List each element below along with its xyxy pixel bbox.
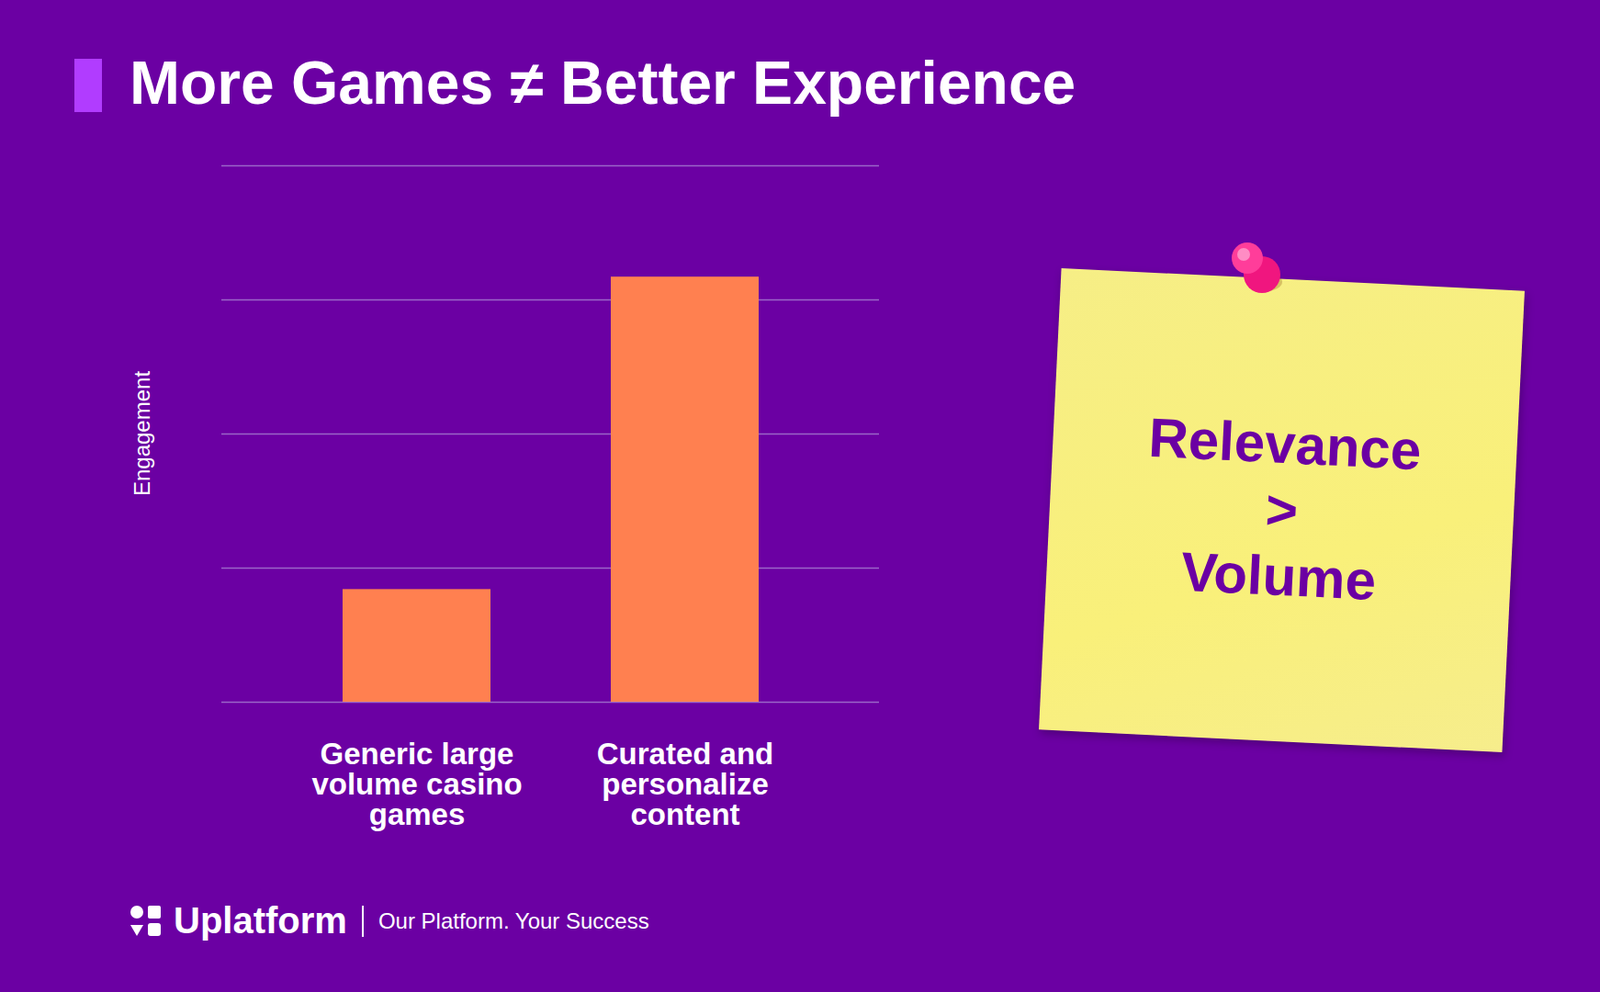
html-text:Engagement: Engagement (129, 370, 155, 497)
html-text:More Games ≠ Better Experience: More Games ≠ Better Experience (129, 48, 1076, 117)
html-text:Volume: Volume (1179, 540, 1378, 612)
html-text:Our Platform. Your Success: Our Platform. Your Success (378, 907, 650, 933)
html-text:Uplatform: Uplatform (173, 900, 348, 941)
svg-text:Generic largevolume casinogame: Generic largevolume casinogames (311, 736, 522, 832)
svg-text:Curated andpersonalizecontent: Curated andpersonalizecontent (597, 736, 775, 832)
html-text:Relevance: Relevance (1147, 406, 1423, 482)
